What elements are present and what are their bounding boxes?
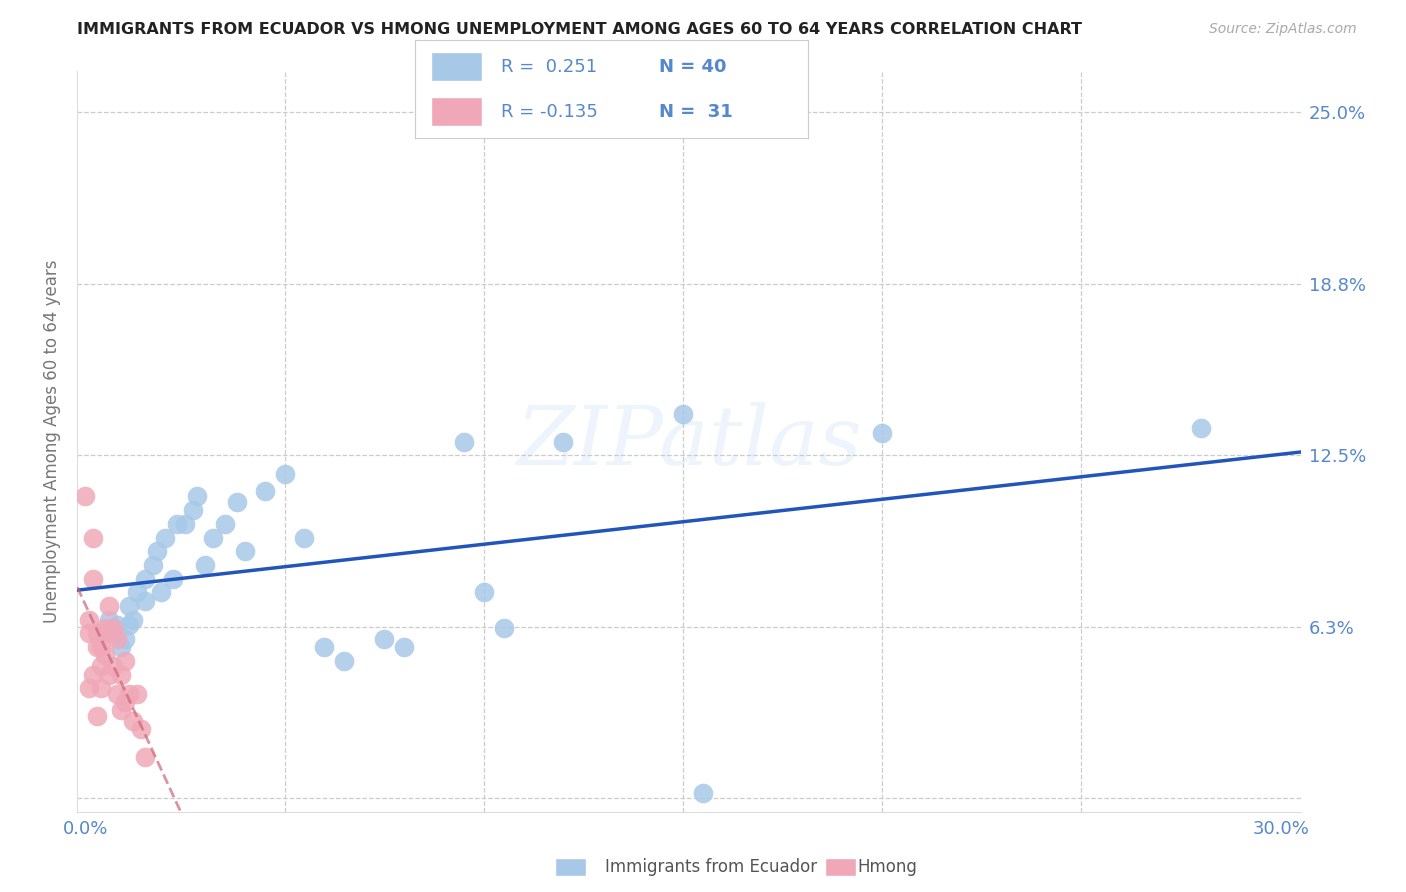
Point [214, 516, 236, 531]
Point [82, 572, 104, 586]
Point [79, 681, 101, 696]
Point [129, 723, 152, 737]
Point [146, 544, 169, 558]
Point [492, 621, 515, 635]
Point [142, 558, 165, 572]
FancyBboxPatch shape [430, 97, 482, 127]
Point [90, 659, 112, 673]
Point [118, 618, 141, 632]
Point [86, 626, 108, 640]
Point [75, 489, 97, 503]
Point [472, 585, 495, 599]
Point [98, 626, 121, 640]
Point [105, 687, 128, 701]
Point [127, 687, 149, 701]
Point [273, 467, 295, 482]
Point [153, 531, 176, 545]
Point [79, 613, 101, 627]
Point [174, 516, 197, 531]
Text: ZIPatlas: ZIPatlas [516, 401, 862, 482]
Point [105, 618, 128, 632]
Point [114, 695, 136, 709]
Point [672, 407, 695, 421]
Point [82, 531, 104, 545]
Point [134, 593, 156, 607]
Point [86, 640, 108, 655]
Point [233, 544, 256, 558]
Point [253, 483, 276, 498]
Point [166, 516, 188, 531]
Point [127, 585, 149, 599]
Point [94, 648, 117, 663]
Point [453, 434, 475, 449]
Point [373, 632, 395, 646]
Point [98, 667, 121, 681]
Point [118, 599, 141, 613]
Point [122, 613, 145, 627]
Point [553, 434, 575, 449]
Point [122, 714, 145, 729]
Point [392, 640, 415, 655]
Text: R = -0.135: R = -0.135 [502, 103, 599, 120]
Point [194, 558, 217, 572]
Point [162, 572, 184, 586]
Point [186, 489, 208, 503]
Text: N = 40: N = 40 [659, 58, 727, 76]
Point [225, 495, 247, 509]
Point [98, 613, 121, 627]
Point [1189, 421, 1212, 435]
Point [98, 599, 121, 613]
Point [692, 785, 714, 799]
Point [870, 426, 893, 441]
Text: IMMIGRANTS FROM ECUADOR VS HMONG UNEMPLOYMENT AMONG AGES 60 TO 64 YEARS CORRELAT: IMMIGRANTS FROM ECUADOR VS HMONG UNEMPLO… [77, 22, 1083, 37]
Point [314, 640, 336, 655]
Point [86, 708, 108, 723]
Point [79, 626, 101, 640]
Point [294, 531, 316, 545]
Point [134, 572, 156, 586]
Point [118, 687, 141, 701]
Point [110, 667, 132, 681]
Text: Hmong: Hmong [858, 858, 918, 876]
Point [90, 640, 112, 655]
Point [181, 503, 204, 517]
Text: R =  0.251: R = 0.251 [502, 58, 598, 76]
Point [103, 626, 125, 640]
Point [114, 654, 136, 668]
Point [110, 703, 132, 717]
Point [103, 659, 125, 673]
Point [333, 654, 356, 668]
Point [201, 531, 224, 545]
Point [82, 667, 104, 681]
Point [103, 621, 125, 635]
Point [105, 632, 128, 646]
Point [90, 681, 112, 696]
Point [134, 750, 156, 764]
Y-axis label: Unemployment Among Ages 60 to 64 years: Unemployment Among Ages 60 to 64 years [44, 260, 62, 624]
Text: N =  31: N = 31 [659, 103, 733, 120]
Point [114, 632, 136, 646]
Point [150, 585, 173, 599]
Point [110, 640, 132, 655]
FancyBboxPatch shape [430, 52, 482, 81]
Point [94, 621, 117, 635]
Text: Immigrants from Ecuador: Immigrants from Ecuador [605, 858, 817, 876]
Text: Source: ZipAtlas.com: Source: ZipAtlas.com [1209, 22, 1357, 37]
